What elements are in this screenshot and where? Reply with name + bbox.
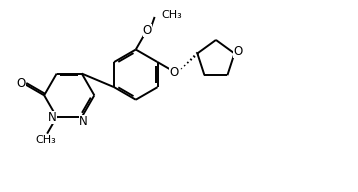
Text: N: N (48, 111, 57, 124)
Text: O: O (169, 66, 179, 79)
Text: O: O (233, 45, 243, 58)
Text: CH₃: CH₃ (36, 135, 57, 145)
Text: O: O (16, 77, 26, 90)
Text: N: N (79, 115, 88, 128)
Text: CH₃: CH₃ (161, 10, 182, 20)
Text: O: O (143, 24, 152, 37)
